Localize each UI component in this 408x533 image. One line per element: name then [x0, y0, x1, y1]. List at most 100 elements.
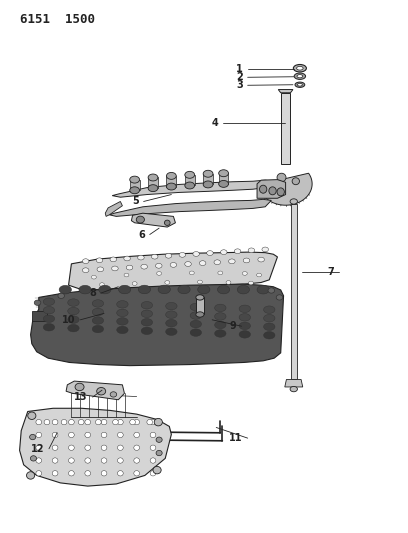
Ellipse shape: [166, 183, 176, 190]
Ellipse shape: [190, 312, 202, 319]
Polygon shape: [291, 204, 297, 379]
Ellipse shape: [112, 266, 118, 271]
Ellipse shape: [82, 268, 89, 273]
Ellipse shape: [196, 295, 204, 300]
Ellipse shape: [215, 330, 226, 337]
Ellipse shape: [97, 387, 106, 395]
Ellipse shape: [85, 445, 91, 450]
Ellipse shape: [219, 180, 228, 188]
Ellipse shape: [179, 253, 186, 257]
Ellipse shape: [228, 259, 235, 264]
Text: 8: 8: [89, 288, 96, 298]
Ellipse shape: [219, 169, 228, 176]
Polygon shape: [112, 180, 273, 197]
Ellipse shape: [290, 386, 297, 392]
Ellipse shape: [290, 199, 297, 204]
Ellipse shape: [234, 249, 241, 254]
Ellipse shape: [276, 295, 283, 300]
Ellipse shape: [166, 319, 177, 327]
Ellipse shape: [43, 298, 55, 305]
Ellipse shape: [101, 471, 107, 476]
Ellipse shape: [166, 173, 176, 179]
Text: 9: 9: [230, 321, 237, 331]
Ellipse shape: [79, 285, 91, 294]
Ellipse shape: [293, 64, 306, 72]
Polygon shape: [66, 381, 124, 400]
Polygon shape: [148, 177, 158, 188]
Ellipse shape: [92, 317, 104, 324]
Ellipse shape: [130, 187, 140, 193]
Ellipse shape: [36, 471, 42, 476]
Ellipse shape: [150, 432, 156, 438]
Polygon shape: [257, 180, 286, 198]
Ellipse shape: [200, 261, 206, 265]
Ellipse shape: [28, 412, 36, 419]
Ellipse shape: [29, 434, 36, 440]
Ellipse shape: [190, 329, 202, 336]
Ellipse shape: [96, 258, 103, 263]
Ellipse shape: [264, 323, 275, 330]
Ellipse shape: [92, 325, 104, 333]
Ellipse shape: [141, 264, 147, 269]
Ellipse shape: [242, 272, 247, 276]
Ellipse shape: [118, 432, 123, 438]
Ellipse shape: [91, 275, 96, 279]
Ellipse shape: [262, 247, 268, 252]
Ellipse shape: [248, 281, 253, 285]
Ellipse shape: [150, 471, 156, 476]
Polygon shape: [31, 284, 284, 366]
Ellipse shape: [68, 316, 79, 324]
Ellipse shape: [239, 322, 251, 329]
Ellipse shape: [237, 285, 250, 294]
Text: 2: 2: [236, 72, 243, 82]
Ellipse shape: [165, 280, 170, 285]
Ellipse shape: [150, 419, 156, 425]
Text: 10: 10: [62, 315, 75, 325]
Ellipse shape: [243, 258, 250, 263]
Ellipse shape: [136, 216, 144, 223]
Ellipse shape: [95, 419, 101, 425]
Text: 7: 7: [328, 267, 335, 277]
Ellipse shape: [165, 253, 172, 258]
Polygon shape: [69, 252, 277, 290]
Ellipse shape: [85, 471, 91, 476]
Ellipse shape: [137, 255, 144, 260]
Ellipse shape: [156, 437, 162, 442]
Ellipse shape: [185, 262, 191, 266]
Ellipse shape: [118, 285, 131, 294]
Ellipse shape: [157, 272, 162, 276]
Ellipse shape: [264, 306, 275, 313]
Ellipse shape: [198, 285, 210, 294]
Ellipse shape: [117, 309, 128, 317]
Ellipse shape: [193, 252, 200, 256]
Ellipse shape: [69, 471, 74, 476]
Polygon shape: [203, 174, 213, 184]
Ellipse shape: [178, 285, 190, 294]
Ellipse shape: [294, 73, 306, 79]
Ellipse shape: [34, 300, 41, 305]
Ellipse shape: [118, 471, 123, 476]
Ellipse shape: [69, 432, 74, 438]
Ellipse shape: [141, 327, 153, 335]
Ellipse shape: [36, 458, 42, 463]
Ellipse shape: [217, 285, 230, 294]
Ellipse shape: [126, 265, 133, 270]
Ellipse shape: [166, 328, 177, 335]
Ellipse shape: [264, 332, 275, 339]
Ellipse shape: [43, 324, 55, 331]
Text: 6: 6: [138, 230, 145, 239]
Ellipse shape: [190, 320, 202, 328]
Ellipse shape: [68, 299, 79, 306]
Ellipse shape: [97, 267, 104, 272]
Ellipse shape: [258, 257, 264, 262]
Ellipse shape: [36, 445, 42, 450]
Ellipse shape: [185, 171, 195, 178]
Ellipse shape: [69, 458, 74, 463]
Ellipse shape: [134, 419, 140, 425]
Ellipse shape: [118, 419, 123, 425]
Ellipse shape: [68, 308, 79, 315]
Ellipse shape: [124, 273, 129, 277]
Text: 3: 3: [236, 80, 243, 90]
Ellipse shape: [130, 419, 135, 425]
Ellipse shape: [158, 285, 171, 294]
